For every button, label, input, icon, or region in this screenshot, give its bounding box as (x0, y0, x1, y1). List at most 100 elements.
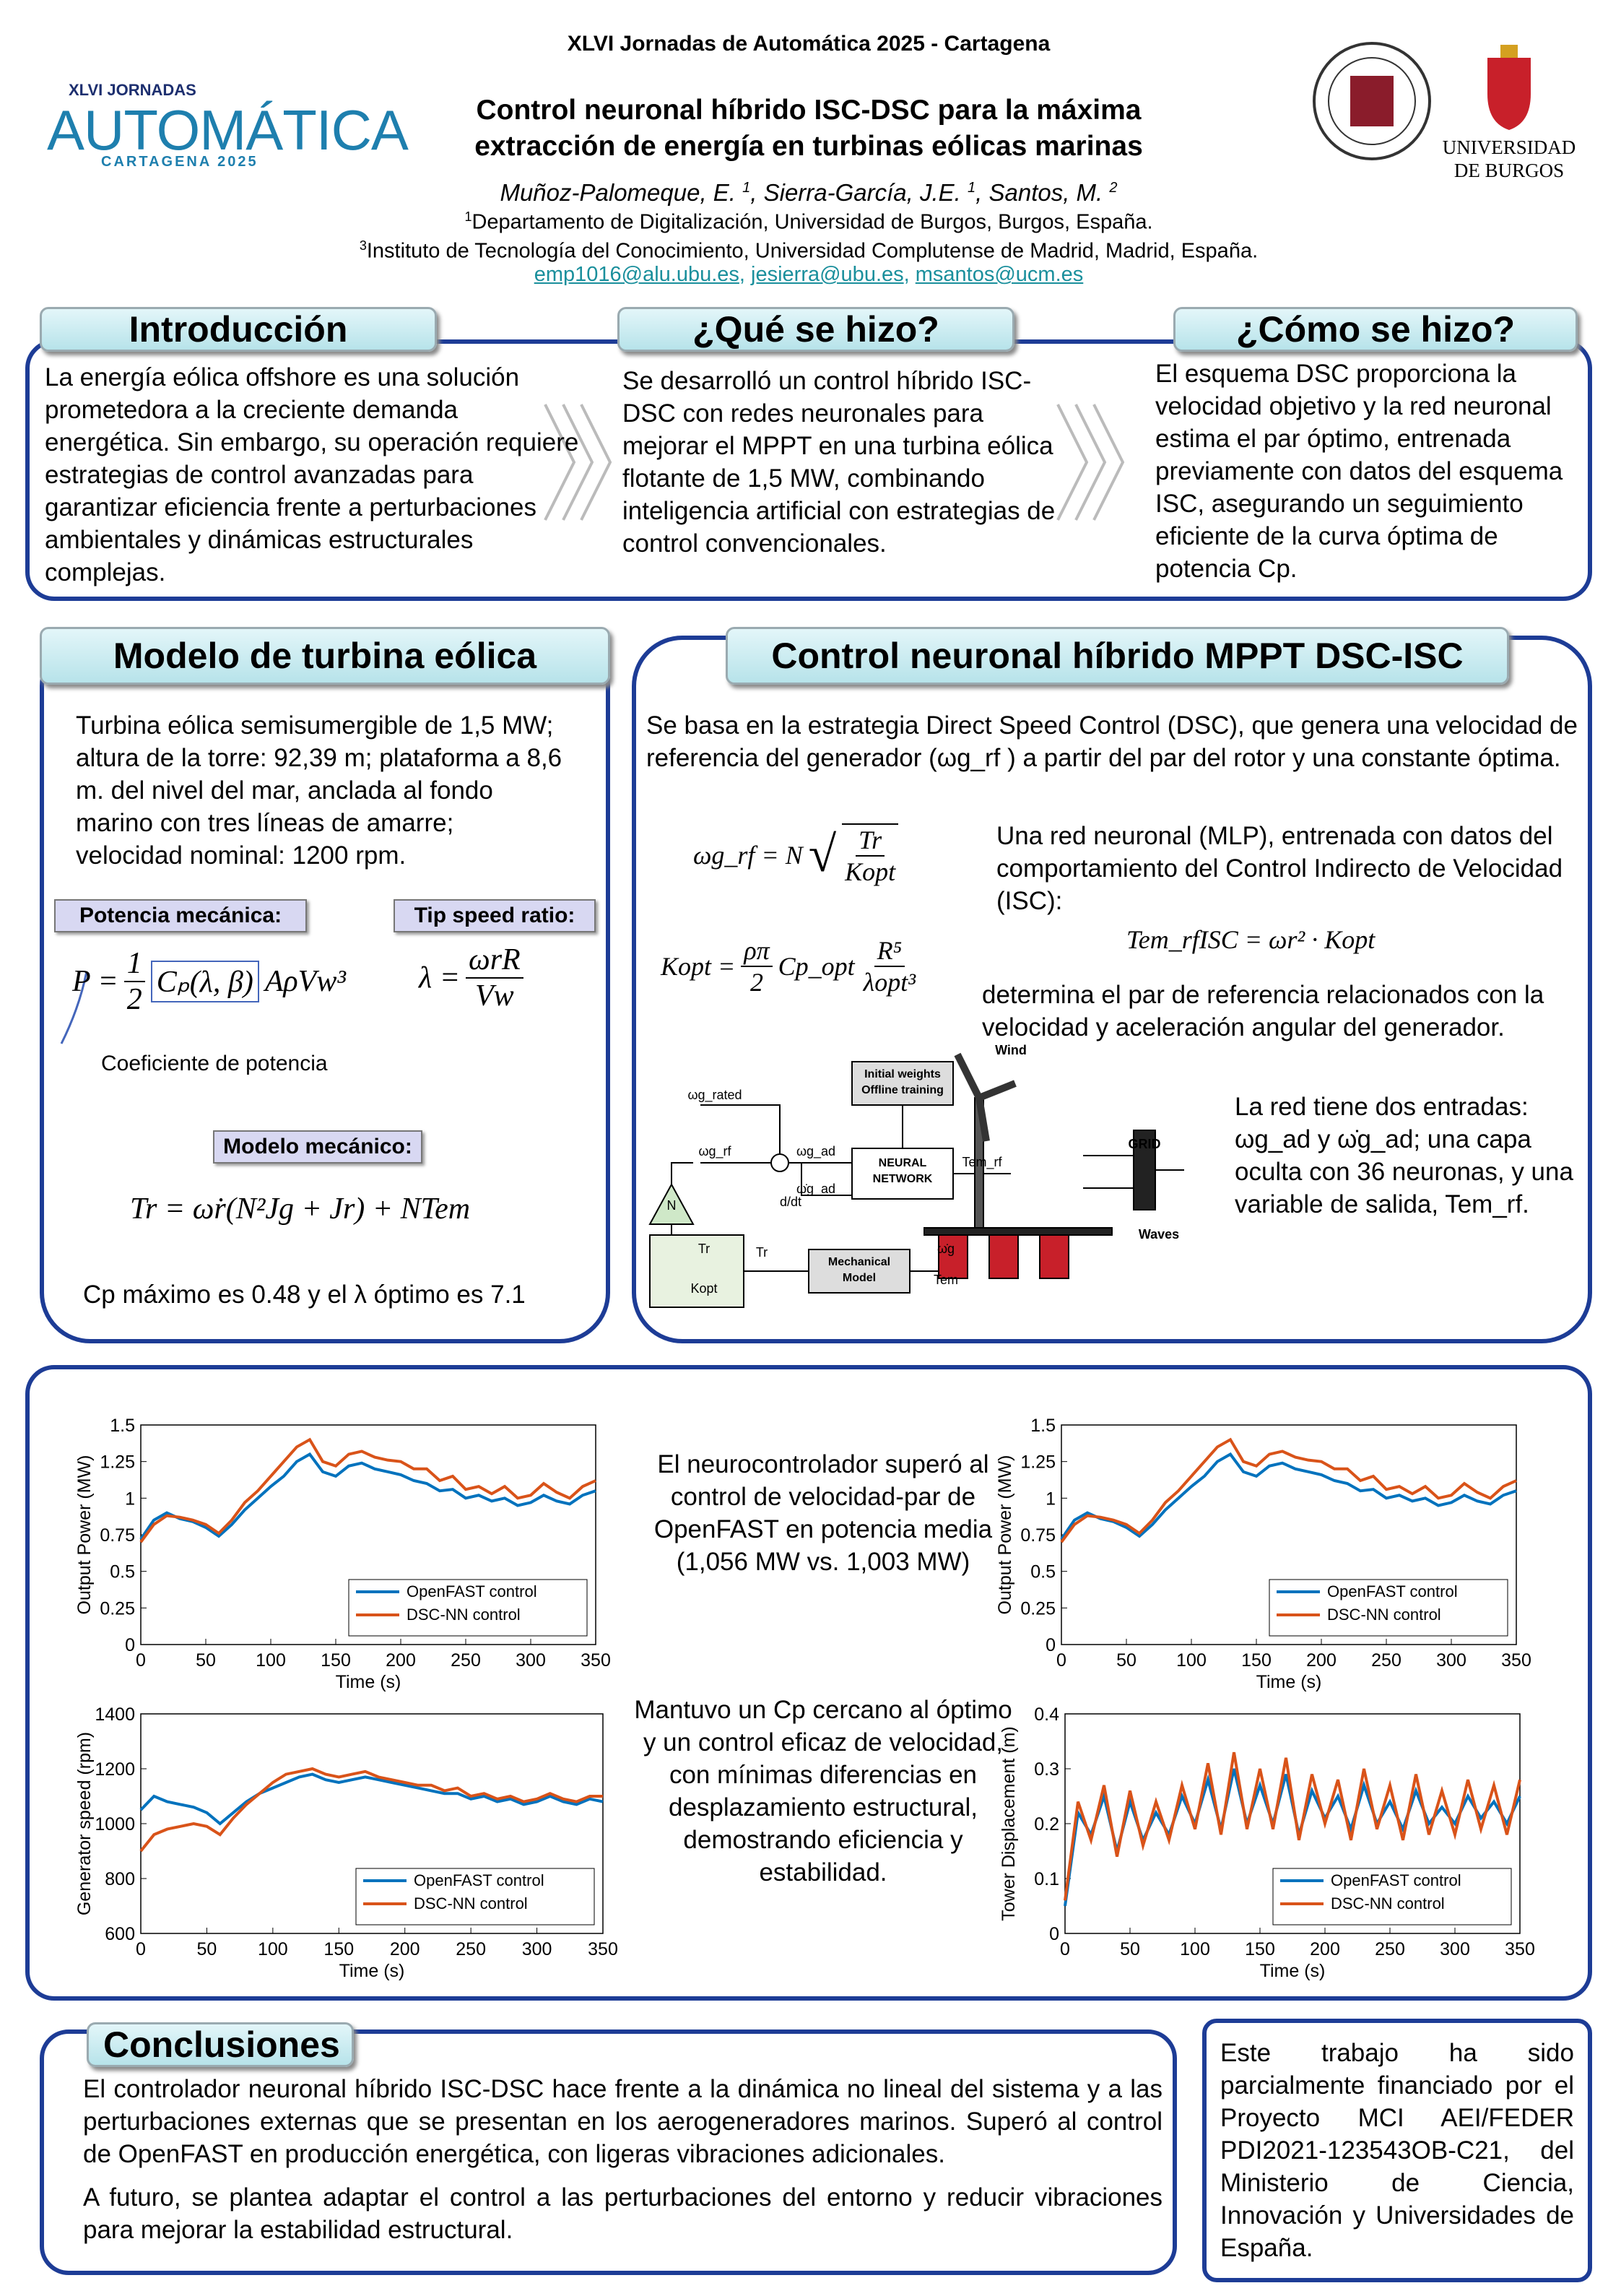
email-link[interactable]: emp1016@alu.ubu.es (534, 263, 739, 286)
control-text: Se basa en la estrategia Direct Speed Co… (646, 711, 1578, 772)
legend-box (348, 1579, 588, 1637)
formula-part: R⁵ (874, 935, 905, 967)
y-tick-label: 0 (1046, 1635, 1056, 1655)
y-tick-label: 0.5 (1030, 1562, 1056, 1582)
section-text: El esquema DSC proporciona la velocidad … (1155, 360, 1563, 583)
fraction: Tr Kopt (842, 823, 899, 887)
series-line (1060, 1437, 1517, 1543)
power-chart: 0 0.25 0.5 0.75 1 1.25 1.5 0 50 100 150 200 250 300 35… (995, 1416, 1531, 1692)
y-tick-label: 0.4 (1034, 1704, 1059, 1725)
formula-part: Kopt = (661, 952, 736, 981)
y-tick-label: 1.25 (100, 1452, 135, 1473)
diagram-label: Tr (756, 1245, 768, 1260)
legend-label: OpenFAST control (1331, 1871, 1461, 1889)
y-tick-label: 0.3 (1034, 1759, 1059, 1780)
diagram-label: Tem_rf (962, 1155, 1002, 1170)
affiliation-text: Instituto de Tecnología del Conocimiento… (366, 239, 1259, 263)
x-tick-label: 100 (258, 1939, 288, 1959)
x-tick-label: 50 (1120, 1939, 1140, 1959)
legend-label: DSC-NN control (1331, 1894, 1445, 1912)
x-tick-label: 200 (1306, 1650, 1337, 1671)
formula-torque: Tr = ω̇r(N²Jg + Jr) + NTem (130, 1192, 471, 1226)
conclusion-text: El controlador neuronal híbrido ISC-DSC … (83, 2075, 1162, 2168)
x-tick-label: 100 (256, 1650, 286, 1671)
section-text: Se desarrolló un control híbrido ISC-DSC… (622, 367, 1056, 558)
x-tick-label: 250 (1375, 1939, 1405, 1959)
control-text: determina el par de referencia relaciona… (982, 981, 1544, 1041)
series-line (139, 1437, 596, 1543)
y-axis-label: Tower Displacement (m) (999, 1726, 1019, 1921)
y-tick-label: 1400 (95, 1704, 135, 1725)
x-tick-label: 0 (136, 1939, 146, 1959)
series-line (139, 1772, 604, 1826)
series-line (1060, 1452, 1517, 1541)
control-text: La red tiene dos entradas: ωg_ad y ω̇g_a… (1235, 1093, 1573, 1218)
diagram-label: ω̇g_ad (796, 1182, 835, 1197)
legend-label: OpenFAST control (407, 1582, 537, 1600)
result-text: El neurocontrolador superó al control de… (653, 1450, 993, 1576)
formula-part: λ = (419, 961, 461, 995)
authors: Muñoz-Palomeque, E. 1, Sierra-García, J.… (332, 172, 1285, 209)
diagram-label: Initial weights (864, 1068, 941, 1080)
label: Potencia mecánica: (54, 899, 307, 932)
emails: emp1016@alu.ubu.es, jesierra@ubu.es, msa… (332, 260, 1285, 289)
author: , Sierra-García, J.E. (750, 179, 968, 206)
formula-part: AρVw³ (264, 965, 346, 998)
series-line (139, 1767, 603, 1853)
separator: , (739, 263, 752, 286)
affiliation-sup: 1 (464, 209, 472, 224)
formula-part: Tr (856, 825, 885, 857)
x-tick-label: 0 (1056, 1650, 1066, 1671)
y-tick-label: 1 (125, 1489, 135, 1509)
x-tick-label: 300 (516, 1650, 546, 1671)
diagram-label: d/dt (780, 1195, 801, 1209)
affiliation: 1Departamento de Digitalización, Univers… (260, 202, 1357, 237)
formula-part: 2 (126, 983, 142, 1016)
formula-part: 1 (123, 946, 145, 982)
diagram-label: Mechanical (828, 1256, 890, 1268)
x-tick-label: 50 (196, 1650, 216, 1671)
y-tick-label: 0 (125, 1635, 135, 1655)
x-tick-label: 350 (1505, 1939, 1535, 1959)
summary: Cp máximo es 0.48 y el λ óptimo es 7.1 (83, 1281, 526, 1309)
formula-part: Cp_opt (778, 952, 855, 981)
author: , Santos, M. (975, 179, 1110, 206)
conference: XLVI Jornadas de Automática 2025 - Carta… (567, 32, 1051, 56)
ucm-seal (1313, 42, 1431, 160)
funding-text: Este trabajo ha sido parcialmente financ… (1220, 2039, 1574, 2262)
x-tick-label: 300 (1436, 1650, 1466, 1671)
x-tick-label: 200 (386, 1650, 416, 1671)
x-axis-label: Time (s) (336, 1672, 401, 1692)
x-tick-label: 350 (581, 1650, 611, 1671)
legend-label: DSC-NN control (414, 1894, 528, 1912)
section-title: Introducción (40, 307, 437, 352)
logo-bottom: CARTAGENA 2025 (101, 154, 258, 170)
y-tick-label: 1200 (95, 1759, 135, 1780)
x-tick-label: 250 (451, 1650, 481, 1671)
diagram-label: NEURAL (879, 1157, 927, 1169)
author-sup: 1 (968, 180, 976, 196)
y-axis-label: Output Power (MW) (995, 1455, 1015, 1615)
section-title: ¿Qué se hizo? (617, 307, 1014, 352)
diagram-label: ωg_ad (796, 1144, 835, 1159)
y-tick-label: 1 (1046, 1489, 1056, 1509)
y-tick-label: 0 (1049, 1924, 1059, 1944)
university: UNIVERSIDAD (1442, 137, 1576, 158)
x-tick-label: 100 (1176, 1650, 1207, 1671)
legend-label: OpenFAST control (414, 1871, 544, 1889)
email-link[interactable]: msantos@ucm.es (915, 263, 1084, 286)
email-link[interactable]: jesierra@ubu.es (751, 263, 904, 286)
series-line (139, 1452, 596, 1541)
y-tick-label: 0.75 (100, 1525, 135, 1546)
affiliation-sup: 3 (359, 238, 367, 253)
fraction: ωrR Vw (466, 943, 523, 1013)
diagram-label: N (667, 1198, 677, 1213)
diagram-label: Wind (995, 1043, 1027, 1057)
legend-box (355, 1868, 595, 1925)
result-text: Mantuvo un Cp cercano al óptimo y un con… (634, 1696, 1012, 1886)
diagram-label: Tem (934, 1273, 958, 1287)
author-sup: 1 (742, 180, 751, 196)
y-tick-label: 0.2 (1034, 1814, 1059, 1834)
